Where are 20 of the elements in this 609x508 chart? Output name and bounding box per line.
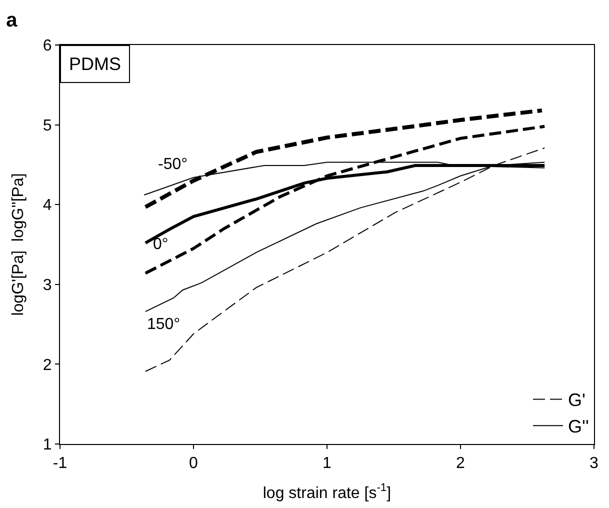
x-tick-label: -1 bbox=[52, 455, 68, 472]
legend-label: G'' bbox=[568, 416, 589, 437]
y-axis-title: logG'[Pa] logG''[Pa] bbox=[10, 173, 27, 316]
chart-title: a bbox=[6, 10, 18, 32]
annotation: PDMS bbox=[69, 54, 122, 74]
x-axis-title: log strain rate [s$^{-1}$] bbox=[262, 482, 392, 502]
x-tick-label: 0 bbox=[189, 455, 198, 472]
y-tick-label: 3 bbox=[42, 277, 52, 294]
x-tick-label: 1 bbox=[322, 455, 332, 472]
x-tick-label: 3 bbox=[590, 455, 599, 472]
annotation: 150° bbox=[147, 316, 180, 333]
y-tick-label: 1 bbox=[42, 436, 52, 454]
annotation: -50° bbox=[158, 156, 188, 173]
annotation: 0° bbox=[153, 236, 168, 253]
y-tick-label: 2 bbox=[42, 356, 52, 374]
y-tick-label: 5 bbox=[42, 117, 52, 134]
legend-label: G' bbox=[568, 390, 586, 410]
y-tick-label: 6 bbox=[42, 38, 52, 55]
x-tick-label: 2 bbox=[456, 455, 466, 472]
y-tick-label: 4 bbox=[42, 197, 52, 214]
